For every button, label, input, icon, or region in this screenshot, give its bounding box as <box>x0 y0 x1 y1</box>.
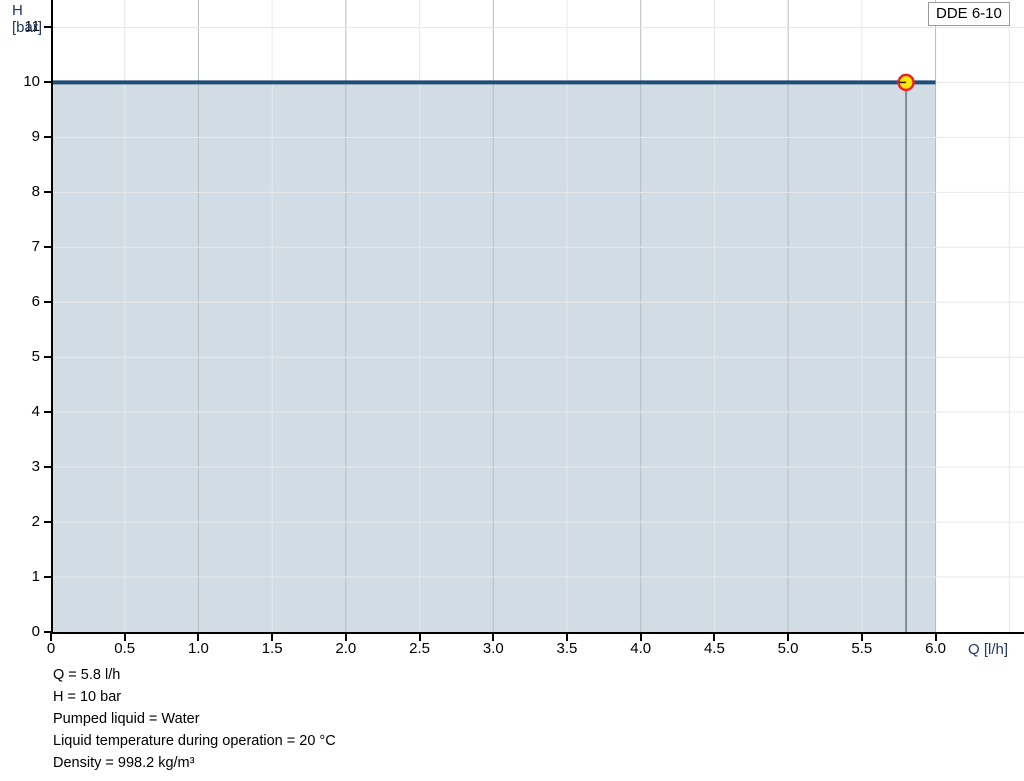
y-tick-mark <box>44 356 53 359</box>
x-tick-mark <box>197 632 200 641</box>
x-tick-label: 2.0 <box>335 640 357 657</box>
x-tick-mark <box>123 632 126 641</box>
x-tick-label: 1.5 <box>261 640 283 657</box>
y-tick-mark <box>44 576 53 579</box>
y-axis-tick-labels: 0 1 2 3 4 5 6 7 8 9 10 11 <box>0 0 40 640</box>
y-tick-label: 8 <box>31 183 40 201</box>
y-tick-mark <box>44 631 53 633</box>
x-tick-label: 0.5 <box>114 640 136 657</box>
y-tick-label: 1 <box>31 568 40 586</box>
legend-entry-label: DDE 6-10 <box>936 5 1002 22</box>
x-tick-label: 3.0 <box>482 640 504 657</box>
x-tick-label: 0 <box>46 640 56 657</box>
y-tick-label: 6 <box>31 293 40 311</box>
y-tick-mark <box>44 301 53 304</box>
x-tick-mark <box>271 632 274 641</box>
y-tick-mark <box>44 26 53 29</box>
info-line: Q = 5.8 l/h <box>53 667 121 683</box>
plot-area <box>51 0 1024 632</box>
x-tick-label: 1.0 <box>187 640 209 657</box>
y-tick-mark <box>44 411 53 414</box>
x-tick-label: 4.5 <box>703 640 725 657</box>
legend[interactable]: DDE 6-10 <box>928 2 1010 26</box>
x-tick-mark <box>50 632 52 641</box>
y-tick-mark <box>44 136 53 139</box>
x-tick-mark <box>639 632 642 641</box>
info-line: Liquid temperature during operation = 20… <box>53 733 336 749</box>
y-tick-mark <box>44 81 53 84</box>
plot-canvas <box>51 0 1024 632</box>
x-axis-line <box>51 632 1024 634</box>
x-tick-label: 2.5 <box>409 640 430 657</box>
x-tick-label: 5.0 <box>777 640 799 657</box>
y-tick-mark <box>44 191 53 194</box>
y-tick-label: 5 <box>31 348 40 366</box>
y-axis-title: H [bar] <box>12 2 42 36</box>
y-tick-label: 9 <box>31 128 40 146</box>
y-axis-line <box>51 0 53 633</box>
x-tick-mark <box>565 632 568 641</box>
x-axis-title: Q [l/h] <box>968 641 1009 658</box>
y-tick-mark <box>44 521 53 524</box>
info-line: Density = 998.2 kg/m³ <box>53 755 195 771</box>
operating-conditions-text: Q = 5.8 l/h H = 10 bar Pumped liquid = Wat… <box>53 664 336 774</box>
info-line: Pumped liquid = Water <box>53 711 200 727</box>
x-tick-mark <box>492 632 495 641</box>
y-tick-label: 11 <box>24 18 40 36</box>
x-tick-label: 3.5 <box>556 640 578 657</box>
x-tick-label: 6.0 <box>925 640 946 657</box>
info-line: H = 10 bar <box>53 689 122 705</box>
x-tick-mark <box>713 632 716 641</box>
x-tick-mark <box>787 632 790 641</box>
x-tick-mark <box>344 632 347 641</box>
y-tick-label: 4 <box>31 403 40 421</box>
x-tick-mark <box>860 632 863 641</box>
y-tick-label: 0 <box>31 623 40 640</box>
y-tick-label: 10 <box>23 73 40 91</box>
y-tick-label: 2 <box>31 513 40 531</box>
x-tick-label: 5.5 <box>851 640 873 657</box>
y-tick-mark <box>44 466 53 469</box>
x-tick-mark <box>934 632 937 641</box>
y-tick-label: 3 <box>31 458 40 476</box>
y-axis-title-unit: [bar] <box>12 19 43 36</box>
x-tick-label: 4.0 <box>630 640 652 657</box>
y-tick-mark <box>44 246 53 249</box>
x-tick-mark <box>418 632 421 641</box>
y-axis-title-name: H <box>12 2 23 19</box>
y-tick-label: 7 <box>31 238 40 256</box>
